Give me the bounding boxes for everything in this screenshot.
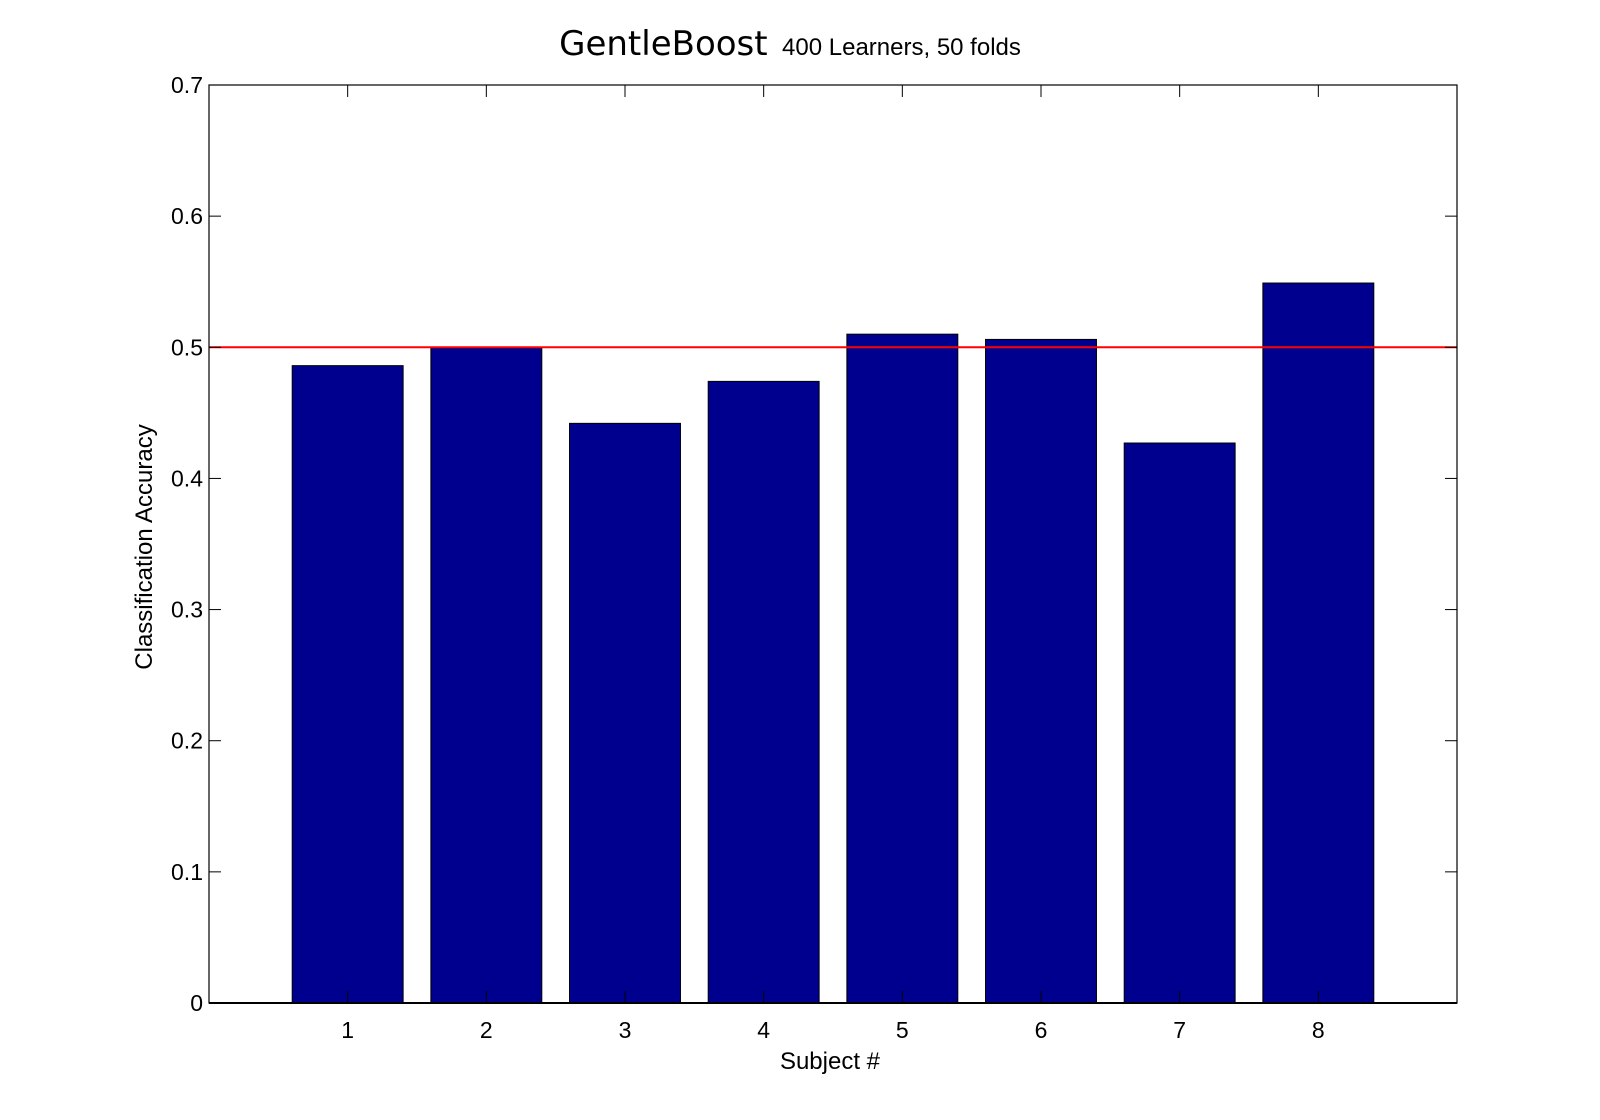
bar-subject-5 bbox=[846, 333, 959, 1004]
bar-subject-2 bbox=[430, 346, 543, 1004]
chart-title-main: GentleBoost bbox=[559, 24, 767, 64]
bar-subject-7 bbox=[1123, 442, 1236, 1004]
y-tick-label: 0.2 bbox=[171, 728, 203, 754]
x-tick-label: 5 bbox=[896, 1017, 909, 1043]
chart-title: GentleBoost 400 Learners, 50 folds bbox=[559, 24, 1021, 64]
y-tick-label: 0.5 bbox=[171, 334, 203, 360]
x-axis-ticks: 1 2 3 4 5 6 7 8 bbox=[341, 85, 1325, 1043]
bar-subject-6 bbox=[985, 338, 1097, 1004]
bar-subject-3 bbox=[569, 422, 681, 1004]
svg-text:GentleBoost 400 Learne: GentleBoost 400 Learners, 50 folds bbox=[559, 24, 1021, 64]
axes-frame bbox=[208, 84, 1458, 1004]
plot-area bbox=[209, 85, 1457, 1003]
chart-subtitle: 400 Learners, 50 folds bbox=[782, 34, 1021, 61]
y-tick-label: 0.6 bbox=[171, 203, 203, 229]
x-tick-label: 2 bbox=[480, 1017, 493, 1043]
y-tick-label: 0.7 bbox=[171, 72, 203, 98]
bar-subject-4 bbox=[707, 380, 820, 1004]
x-tick-label: 1 bbox=[341, 1017, 354, 1043]
y-tick-label: 0.1 bbox=[171, 859, 203, 885]
x-tick-label: 3 bbox=[619, 1017, 632, 1043]
bar-subject-1 bbox=[291, 365, 404, 1004]
plot-background bbox=[209, 85, 1457, 1003]
x-tick-label: 8 bbox=[1312, 1017, 1325, 1043]
x-axis-label: Subject # bbox=[780, 1048, 881, 1075]
x-tick-label: 6 bbox=[1035, 1017, 1048, 1043]
y-tick-label: 0.3 bbox=[171, 597, 203, 623]
y-tick-label: 0.4 bbox=[171, 465, 203, 491]
y-axis-ticks: 0 0.1 0.2 0.3 0.4 0.5 0.6 0.7 bbox=[171, 72, 1457, 1016]
x-tick-label: 7 bbox=[1173, 1017, 1186, 1043]
x-tick-label: 4 bbox=[757, 1017, 770, 1043]
bars-group bbox=[291, 282, 1375, 1004]
bar-subject-8 bbox=[1262, 282, 1375, 1004]
y-tick-label: 0 bbox=[190, 990, 203, 1016]
y-axis-label: Classification Accuracy bbox=[131, 424, 158, 669]
